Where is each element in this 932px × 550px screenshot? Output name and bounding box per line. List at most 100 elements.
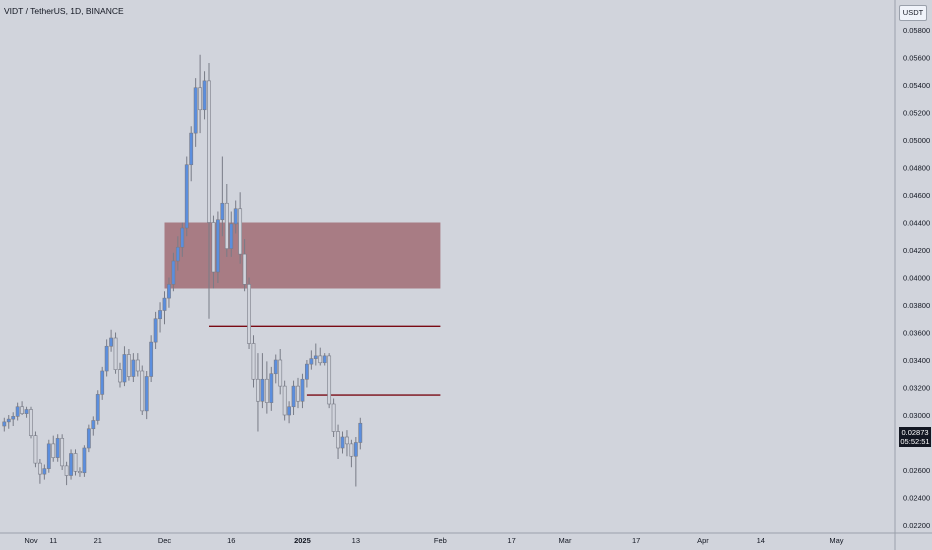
candle xyxy=(153,311,158,349)
candle xyxy=(42,464,47,480)
candle xyxy=(64,461,69,486)
candle xyxy=(91,416,96,436)
time-tick-label: 16 xyxy=(227,536,235,545)
candle xyxy=(46,439,51,473)
candle xyxy=(331,398,336,437)
candle xyxy=(95,390,100,425)
candle-body xyxy=(202,80,207,111)
candle xyxy=(162,291,167,325)
candle xyxy=(60,434,65,470)
candle xyxy=(11,412,16,426)
candle xyxy=(278,349,283,395)
supply-zone xyxy=(164,222,441,289)
candle xyxy=(282,380,287,421)
price-tick-label: 0.03200 xyxy=(903,384,930,393)
candle xyxy=(202,71,207,120)
candle xyxy=(273,354,278,384)
candle-body xyxy=(6,418,11,423)
candle xyxy=(264,361,269,414)
time-tick-label: 17 xyxy=(507,536,515,545)
price-tick-label: 0.04800 xyxy=(903,164,930,173)
time-tick-label: Mar xyxy=(559,536,572,545)
candle xyxy=(207,63,211,319)
price-tick-label: 0.03800 xyxy=(903,301,930,310)
candle xyxy=(24,406,29,418)
candle xyxy=(113,332,118,374)
candle-body xyxy=(336,431,340,449)
candle xyxy=(287,401,292,424)
candle-body xyxy=(15,406,20,417)
candle-body xyxy=(233,208,238,225)
last-price-tag: 0.02873 05:52:51 xyxy=(899,427,931,447)
candle-body xyxy=(247,284,251,344)
candle xyxy=(175,236,180,271)
candle-body xyxy=(20,406,25,414)
candle xyxy=(296,377,300,409)
price-tick-label: 0.04200 xyxy=(903,246,930,255)
candle-body xyxy=(353,442,358,457)
candle-body xyxy=(171,260,176,285)
candle-body xyxy=(313,355,318,359)
candle xyxy=(100,366,105,400)
candle xyxy=(304,360,309,388)
candle-body xyxy=(269,373,274,403)
candle-body xyxy=(46,443,51,469)
price-tick-label: 0.05000 xyxy=(903,136,930,145)
candle xyxy=(211,215,216,289)
candle xyxy=(118,362,122,388)
time-axis[interactable]: Nov 11 21 Dec 16 2025 13 Feb 17 Mar 17 Apr 14 May xyxy=(24,536,843,545)
chart-title: VIDT / TetherUS, 1D, BINANCE xyxy=(4,6,124,16)
candle xyxy=(327,353,332,409)
candle xyxy=(104,339,109,377)
price-tick-label: 0.05200 xyxy=(903,109,930,118)
time-tick-label: Feb xyxy=(434,536,447,545)
candle xyxy=(309,350,314,370)
bar-countdown: 05:52:51 xyxy=(900,437,930,446)
price-tick-label: 0.04400 xyxy=(903,219,930,228)
supply-zone-layer xyxy=(164,222,441,289)
candle xyxy=(29,406,33,439)
candles-layer xyxy=(2,54,363,487)
candle-body xyxy=(340,436,345,449)
candle-body xyxy=(198,87,203,111)
candle xyxy=(349,439,354,468)
candle-body xyxy=(29,409,33,436)
candle xyxy=(167,277,171,308)
candle xyxy=(353,437,358,487)
candle-body xyxy=(167,284,171,299)
candle xyxy=(73,449,78,476)
currency-button[interactable]: USDT xyxy=(899,5,927,21)
candle xyxy=(345,430,349,457)
candle xyxy=(6,415,11,429)
price-tick-label: 0.03000 xyxy=(903,411,930,420)
time-tick-label: 11 xyxy=(49,536,57,545)
candle-body xyxy=(327,355,332,405)
candle-body xyxy=(51,443,56,458)
candle-body xyxy=(73,453,78,472)
candle xyxy=(37,459,42,484)
time-tick-label: 2025 xyxy=(294,536,311,545)
price-tick-label: 0.05600 xyxy=(903,54,930,63)
candle xyxy=(189,126,194,182)
candle-body xyxy=(304,363,309,380)
candle-body xyxy=(175,246,180,262)
candle xyxy=(233,200,238,234)
candle xyxy=(184,156,189,237)
candle xyxy=(216,211,220,283)
candle-body xyxy=(86,428,91,449)
candle xyxy=(122,346,127,387)
candle-body xyxy=(153,318,158,343)
candle-body xyxy=(144,376,149,412)
candle-body xyxy=(264,378,269,403)
candle-body xyxy=(349,443,354,457)
candle-body xyxy=(220,202,225,221)
candle xyxy=(358,417,363,450)
candle-body xyxy=(82,447,87,474)
price-tick-label: 0.04000 xyxy=(903,274,930,283)
candle xyxy=(180,222,185,257)
candle-body xyxy=(11,416,16,420)
candle xyxy=(322,353,327,366)
candle xyxy=(340,431,345,454)
candle-body xyxy=(273,359,278,375)
